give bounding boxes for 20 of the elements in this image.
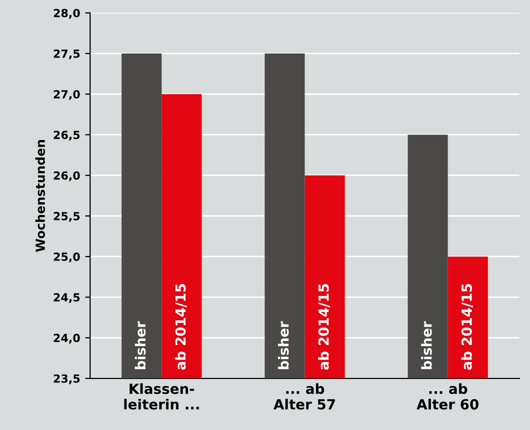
y-tick-label: 26,5 xyxy=(54,130,80,141)
y-tick-label: 23,5 xyxy=(54,374,80,384)
y-tick-label: 26,0 xyxy=(54,171,80,182)
text: bisher xyxy=(421,321,432,370)
y-tick-label: 25,5 xyxy=(54,212,80,222)
series-label: ab 2014/15 xyxy=(174,284,187,370)
y-tick-label: 28,0 xyxy=(54,8,80,19)
text: bisher xyxy=(278,321,289,370)
y-tick-label: 27,0 xyxy=(54,90,80,100)
y-tick-label: 24,0 xyxy=(54,334,80,344)
text: ab 2014/15 xyxy=(318,284,330,370)
y-tick-label: 25,0 xyxy=(54,252,80,262)
text: ab 2014/15 xyxy=(461,284,474,370)
x-tick-label: Klassen- leiterin ... xyxy=(124,383,199,410)
y-tick-label: 24,5 xyxy=(54,293,80,303)
y-tick-label: 27,5 xyxy=(54,49,80,60)
x-tick-label: ... ab Alter 57 xyxy=(274,383,335,410)
y-axis-title: Wochenstunden xyxy=(35,140,45,252)
x-tick-label: ... ab Alter 60 xyxy=(416,383,478,410)
series-label: bisher xyxy=(134,321,146,370)
